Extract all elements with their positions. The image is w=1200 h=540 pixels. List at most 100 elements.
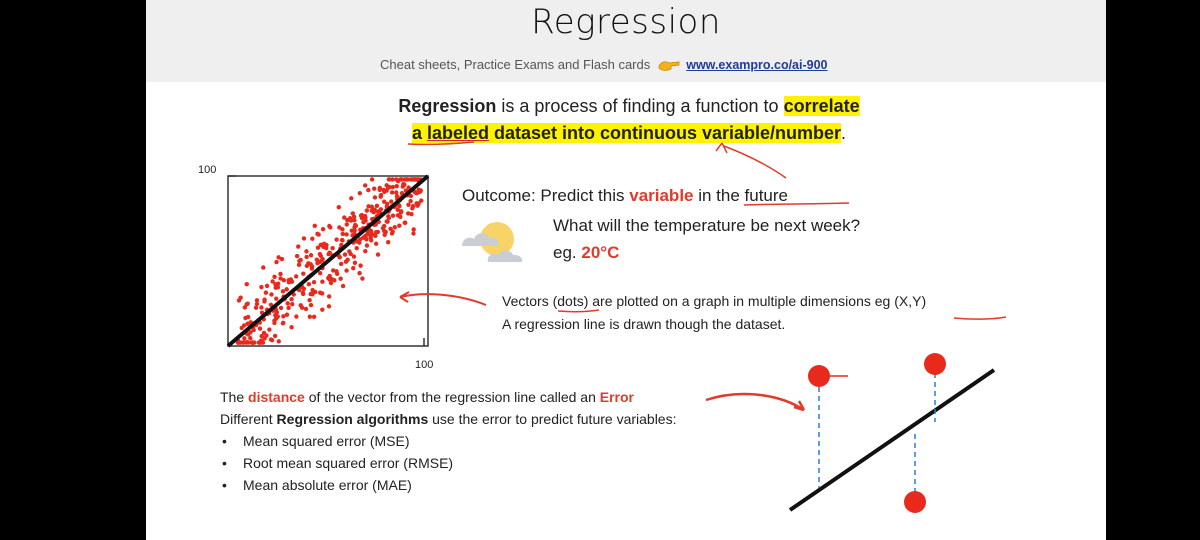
vectors-line-1: Vectors (dots) are plotted on a graph in… [502,293,927,309]
scatter-point [317,259,323,264]
scatter-point [375,209,381,214]
scatter-point [257,340,262,345]
scatter-point [411,231,416,236]
scatter-point [349,228,354,233]
scatter-point [344,268,349,273]
scatter-point [419,198,424,203]
scatter-point [344,222,349,227]
scatter-point [281,278,287,283]
scatter-point [338,261,344,267]
scatter-point [293,274,299,279]
scatter-point [348,251,353,257]
list-item-label: Mean squared error (MSE) [243,433,410,449]
list-item-label: Root mean squared error (RMSE) [243,455,454,471]
scatter-point [239,325,244,331]
scatter-point [281,320,286,326]
scatter-point [264,283,270,289]
scatter-point [375,252,381,257]
scatter-point [389,199,394,204]
scatter-point [290,301,295,307]
scatter-point [296,244,301,249]
scatter-point [304,249,309,254]
scatter-point [397,223,402,228]
definition-labeled: labeled [426,123,489,143]
scatter-point [338,276,343,281]
scatter-point [309,266,315,271]
scatter-point [236,298,242,303]
scatter-point [390,213,396,218]
error-distance: distance [248,389,305,405]
scatter-point [410,204,416,209]
scatter-point [300,290,306,295]
scatter-point [342,215,347,220]
scatter-point [268,302,274,307]
scatter-point [320,279,325,284]
scatter-point [280,289,286,294]
exampro-link[interactable]: www.exampro.co/ai-900 [686,58,828,72]
scatter-point [366,204,371,209]
scatter-point [248,336,253,341]
scatter-point [324,245,329,251]
scatter-point [320,226,326,232]
error-metrics-list: • Mean squared error (MSE) • Root mean squ… [220,430,453,496]
scatter-point [400,184,405,189]
scatter-point [259,305,264,310]
subtitle: Cheat sheets, Practice Exams and Flash c… [380,57,828,75]
bullet: • [222,433,227,449]
scatter-point [298,257,303,263]
data-point [924,353,946,375]
scatter-point [306,261,311,266]
scatter-point [281,314,286,319]
scatter-point [357,237,363,242]
scatter-point [378,207,384,212]
scatter-point [382,232,387,237]
x-tick-label: 100 [415,359,434,371]
scatter-point [279,256,285,262]
scatter-point [296,262,302,267]
page-title: Regression [531,2,721,42]
scatter-point [366,187,371,193]
scatter-point [315,245,321,250]
scatter-point [289,325,294,330]
definition-period: . [841,123,847,143]
scatter-point [241,340,246,345]
scatter-point [301,271,306,276]
outcome-suffix: in the future [693,186,789,205]
error-word: Error [599,389,634,405]
scatter-point [294,253,300,259]
scatter-point [375,229,381,235]
definition-line2-b: dataset into continuous variable/number [488,123,842,143]
scatter-point [347,216,353,221]
title-bar: Regression Cheat sheets, Practice Exams … [146,0,1106,82]
list-item-rmse: • Root mean squared error (RMSE) [220,452,453,474]
scatter-point [257,326,263,331]
slide: Regression Cheat sheets, Practice Exams … [146,0,1106,540]
scatter-point [235,340,241,345]
scatter-point [395,207,400,213]
scatter-point [278,305,284,311]
scatter-point [339,237,345,243]
outcome-line: Outcome: Predict this variable in the fu… [462,186,788,206]
scatter-point [373,241,379,246]
scatter-point [406,211,411,216]
scatter-point [344,232,349,237]
scatter-point [388,226,393,231]
bullet: • [222,477,227,493]
scatter-point [318,242,324,247]
scatter-point [395,213,401,218]
scatter-point [242,305,248,310]
scatter-point [243,315,248,321]
scatter-point [345,257,350,263]
definition: Regression is a process of finding a fun… [374,93,884,147]
scatter-point [384,219,389,224]
scatter-point [327,277,333,282]
scatter-point [334,237,339,242]
scatter-point [399,191,405,196]
scatter-point [274,296,279,301]
scatter-point [363,218,368,223]
scatter-point [301,286,307,292]
arrow-to-variable [715,142,787,179]
scatter-point [416,201,421,206]
scatter-point [364,208,370,213]
definition-line2-a: a [411,123,427,143]
